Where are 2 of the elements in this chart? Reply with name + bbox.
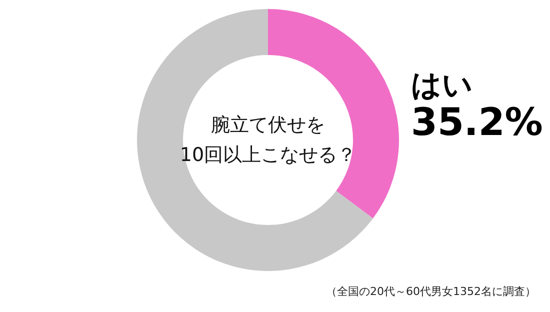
title: 腕立て伏せを 10回以上こなせる？ [178, 113, 358, 168]
annotation: （全国の20代～60代男女1352名に調査） [326, 284, 536, 299]
